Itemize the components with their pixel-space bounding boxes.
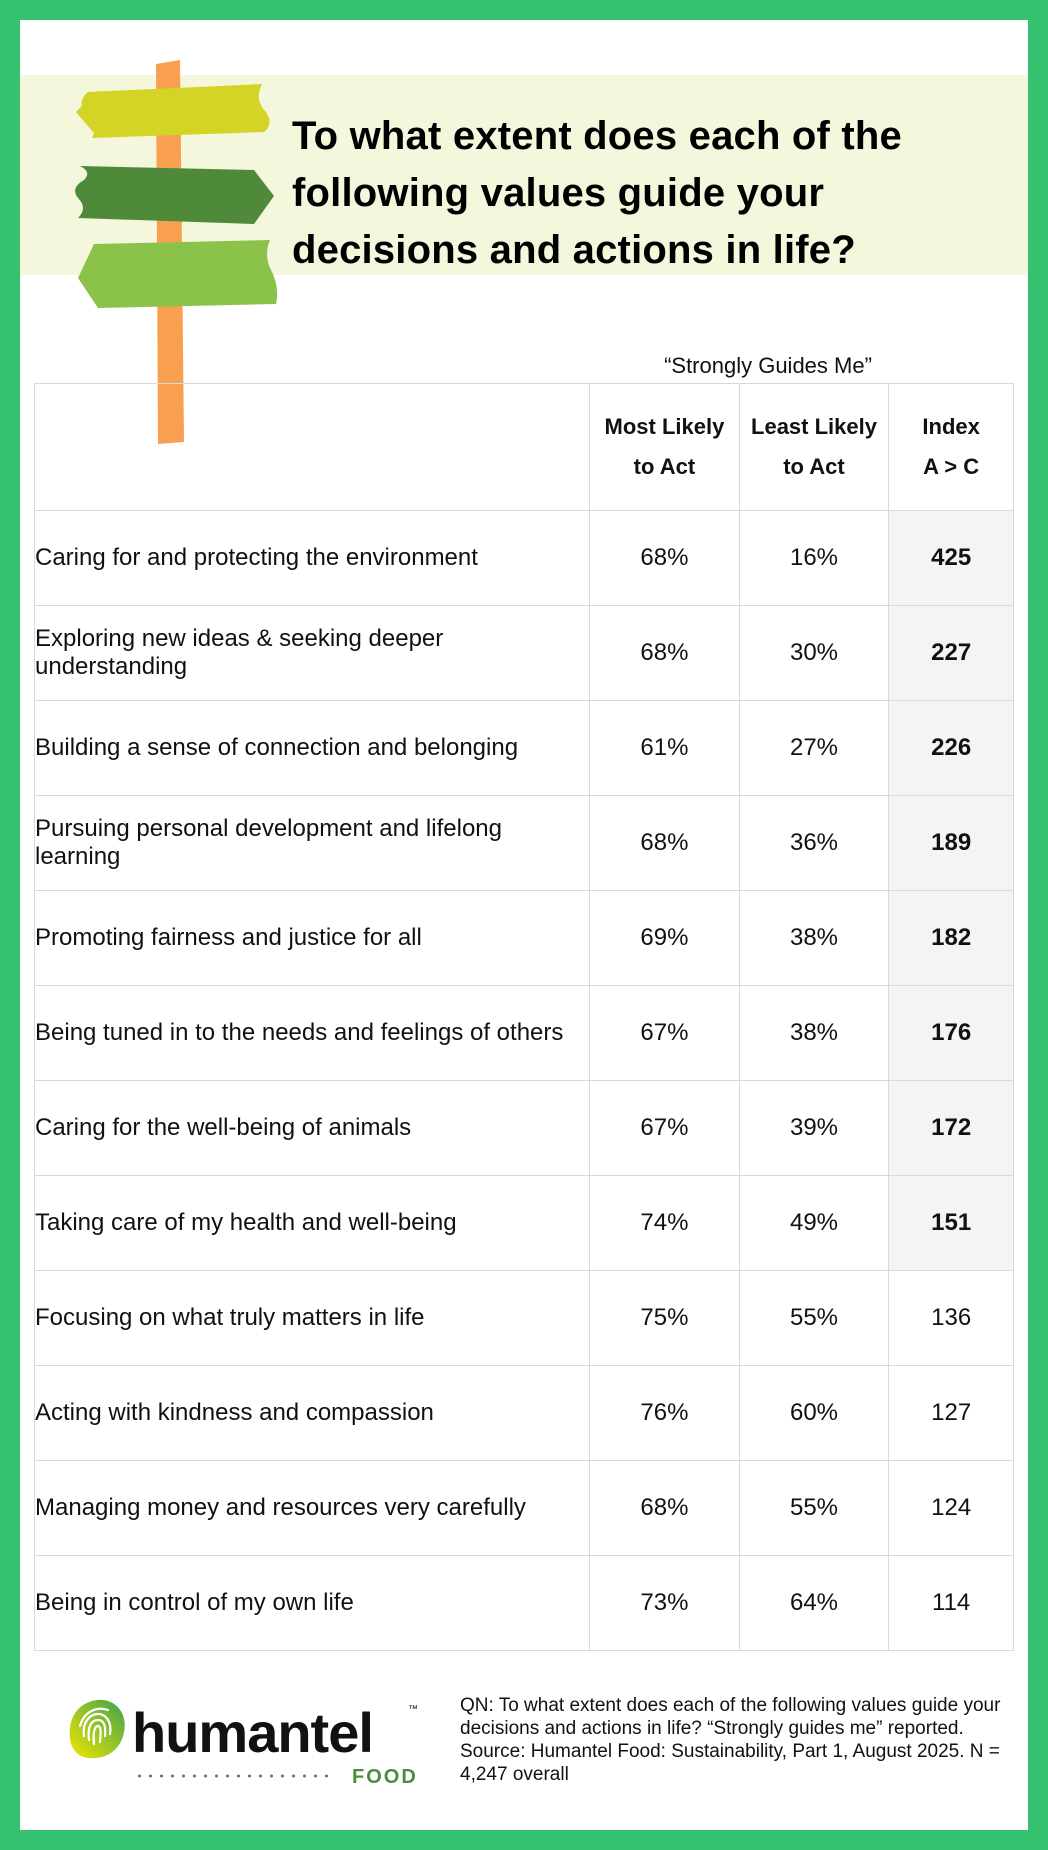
table-row: Pursuing personal development and lifelo… — [33, 795, 1014, 891]
header-least-likely-line1: Least Likely — [751, 414, 877, 439]
most-likely-value: 67% — [589, 985, 740, 1081]
index-value: 227 — [888, 605, 1014, 701]
table-row: Building a sense of connection and belon… — [33, 700, 1014, 796]
header-most-likely: Most Likely to Act — [589, 383, 740, 511]
least-likely-value: 64% — [738, 1555, 890, 1651]
most-likely-value: 67% — [589, 1080, 740, 1176]
least-likely-value: 60% — [738, 1365, 890, 1461]
table-row: Caring for the well-being of animals 67% 3… — [33, 1080, 1014, 1176]
row-label: Building a sense of connection and belon… — [33, 700, 591, 796]
header-least-likely-line2: to Act — [783, 454, 845, 479]
table-row: Focusing on what truly matters in life 75… — [33, 1270, 1014, 1366]
row-label: Promoting fairness and justice for all — [33, 890, 591, 986]
least-likely-value: 55% — [738, 1270, 890, 1366]
index-value: 151 — [888, 1175, 1014, 1271]
fingerprint-logo-icon — [69, 1699, 125, 1759]
table-row: Acting with kindness and compassion 76% 60… — [33, 1365, 1014, 1461]
most-likely-value: 75% — [589, 1270, 740, 1366]
index-value: 114 — [888, 1555, 1014, 1651]
header-least-likely: Least Likely to Act — [738, 383, 890, 511]
row-label: Being tuned in to the needs and feelings… — [33, 985, 591, 1081]
most-likely-value: 68% — [589, 510, 740, 606]
infographic-card: To what extent does each of the followin… — [20, 20, 1028, 1830]
index-value: 425 — [888, 510, 1014, 606]
most-likely-value: 61% — [589, 700, 740, 796]
row-label: Taking care of my health and well-being — [33, 1175, 591, 1271]
most-likely-value: 76% — [589, 1365, 740, 1461]
logo-food-label: FOOD — [352, 1766, 418, 1788]
least-likely-value: 16% — [738, 510, 890, 606]
logo-wordmark: humantel — [132, 1701, 374, 1764]
logo-dotted-rule — [134, 1774, 334, 1778]
least-likely-value: 36% — [738, 795, 890, 891]
table-row: Exploring new ideas & seeking deeper und… — [33, 605, 1014, 701]
least-likely-value: 30% — [738, 605, 890, 701]
index-value: 189 — [888, 795, 1014, 891]
row-label: Being in control of my own life — [33, 1555, 591, 1651]
least-likely-value: 55% — [738, 1460, 890, 1556]
header-most-likely-line1: Most Likely — [604, 414, 725, 439]
table-row: Promoting fairness and justice for all 69… — [33, 890, 1014, 986]
row-label: Caring for the well-being of animals — [33, 1080, 591, 1176]
most-likely-value: 68% — [589, 1460, 740, 1556]
least-likely-value: 38% — [738, 985, 890, 1081]
table-row: Taking care of my health and well-being 7… — [33, 1175, 1014, 1271]
most-likely-value: 68% — [589, 605, 740, 701]
index-value: 124 — [888, 1460, 1014, 1556]
most-likely-value: 73% — [589, 1555, 740, 1651]
table-row: Managing money and resources very carefu… — [33, 1460, 1014, 1556]
row-label: Pursuing personal development and lifelo… — [33, 795, 591, 891]
values-table: Most Likely to Act Least Likely to Act I… — [33, 383, 1014, 1651]
row-label: Acting with kindness and compassion — [33, 1365, 591, 1461]
most-likely-value: 68% — [589, 795, 740, 891]
table-body: Caring for and protecting the environmen… — [33, 510, 1014, 1651]
index-value: 136 — [888, 1270, 1014, 1366]
least-likely-value: 39% — [738, 1080, 890, 1176]
signpost-icon — [74, 60, 278, 444]
most-likely-value: 69% — [589, 890, 740, 986]
index-value: 172 — [888, 1080, 1014, 1176]
header-index-line2: A > C — [923, 454, 980, 479]
row-label: Exploring new ideas & seeking deeper und… — [33, 605, 591, 701]
humantel-food-logo: humantel ™ FOOD — [66, 1696, 426, 1796]
least-likely-value: 38% — [738, 890, 890, 986]
source-footnote: QN: To what extent does each of the foll… — [460, 1695, 1001, 1785]
logo-trademark: ™ — [408, 1704, 418, 1715]
group-header: “Strongly Guides Me” — [664, 353, 872, 378]
table-row: Caring for and protecting the environmen… — [33, 510, 1014, 606]
row-label: Focusing on what truly matters in life — [33, 1270, 591, 1366]
row-label: Caring for and protecting the environmen… — [33, 510, 591, 606]
index-value: 226 — [888, 700, 1014, 796]
table-row: Being in control of my own life 73% 64% 114 — [33, 1555, 1014, 1651]
row-label: Managing money and resources very carefu… — [33, 1460, 591, 1556]
table-row: Being tuned in to the needs and feelings… — [33, 985, 1014, 1081]
page-title: To what extent does each of the followin… — [292, 114, 902, 272]
least-likely-value: 27% — [738, 700, 890, 796]
least-likely-value: 49% — [738, 1175, 890, 1271]
header-blank-cell — [33, 383, 591, 511]
index-value: 127 — [888, 1365, 1014, 1461]
header-index-line1: Index — [922, 414, 980, 439]
header-most-likely-line2: to Act — [633, 454, 696, 479]
header-index: Index A > C — [888, 383, 1014, 511]
table-header-row: Most Likely to Act Least Likely to Act I… — [33, 383, 1014, 511]
index-value: 182 — [888, 890, 1014, 986]
most-likely-value: 74% — [589, 1175, 740, 1271]
index-value: 176 — [888, 985, 1014, 1081]
